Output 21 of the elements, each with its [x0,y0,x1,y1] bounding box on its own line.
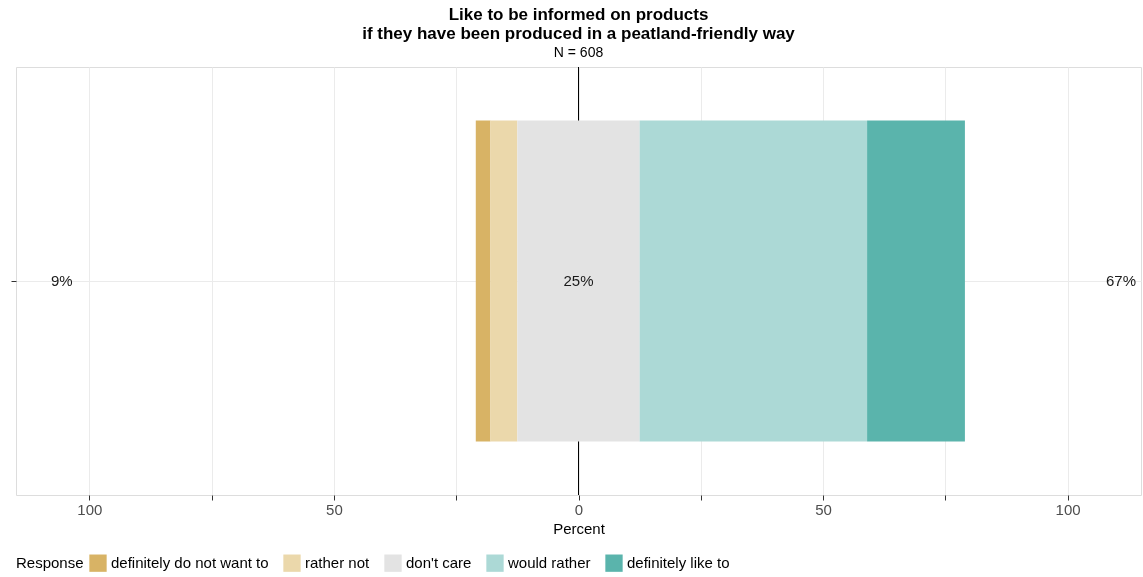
annotation: 9% [51,272,73,289]
bar [490,120,518,442]
x-tick-label: 0 [574,500,584,518]
bar [639,120,868,442]
annotation: 25% [563,272,594,289]
legend-title: Response [16,554,84,571]
bar [867,120,965,442]
x-tick-label: 50 [815,500,832,518]
x-axis-title: Percent [553,519,606,537]
bar [475,120,491,442]
x-tick-label: 100 [1055,500,1081,518]
legend-label: rather not [305,554,371,572]
x-tick-label: 100 [77,500,103,518]
legend-label: would rather [507,554,591,572]
chart-title: Like to be informed on products if they have been produced in a peatland-friendly way [362,4,796,43]
legend-label: definitely do not want to [111,554,269,572]
legend-label: don't care [406,554,472,572]
legend-label: definitely like to [627,554,730,572]
chart-subtitle: N = 608 [553,43,604,60]
x-tick-label: 50 [326,500,343,518]
annotation: 67% [1105,272,1136,289]
